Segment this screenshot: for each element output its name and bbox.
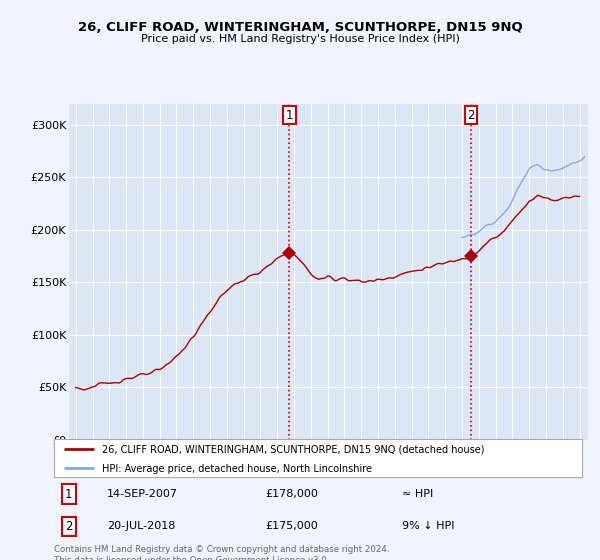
Text: 1: 1 [65, 488, 73, 501]
Text: £178,000: £178,000 [265, 489, 318, 500]
Text: £175,000: £175,000 [265, 521, 318, 531]
Text: 2: 2 [467, 109, 475, 122]
Text: 14-SEP-2007: 14-SEP-2007 [107, 489, 178, 500]
Bar [289, 104, 471, 440]
Text: 26, CLIFF ROAD, WINTERINGHAM, SCUNTHORPE, DN15 9NQ: 26, CLIFF ROAD, WINTERINGHAM, SCUNTHORPE… [77, 21, 523, 34]
Text: Price paid vs. HM Land Registry's House Price Index (HPI): Price paid vs. HM Land Registry's House … [140, 34, 460, 44]
Text: 26, CLIFF ROAD, WINTERINGHAM, SCUNTHORPE, DN15 9NQ (detached house): 26, CLIFF ROAD, WINTERINGHAM, SCUNTHORPE… [101, 445, 484, 455]
Text: ≈ HPI: ≈ HPI [403, 489, 434, 500]
Text: Contains HM Land Registry data © Crown copyright and database right 2024.
This d: Contains HM Land Registry data © Crown c… [54, 545, 389, 560]
Text: 1: 1 [286, 109, 293, 122]
Text: HPI: Average price, detached house, North Lincolnshire: HPI: Average price, detached house, Nort… [101, 464, 371, 474]
Text: 20-JUL-2018: 20-JUL-2018 [107, 521, 175, 531]
Text: 9% ↓ HPI: 9% ↓ HPI [403, 521, 455, 531]
Text: 2: 2 [65, 520, 73, 533]
